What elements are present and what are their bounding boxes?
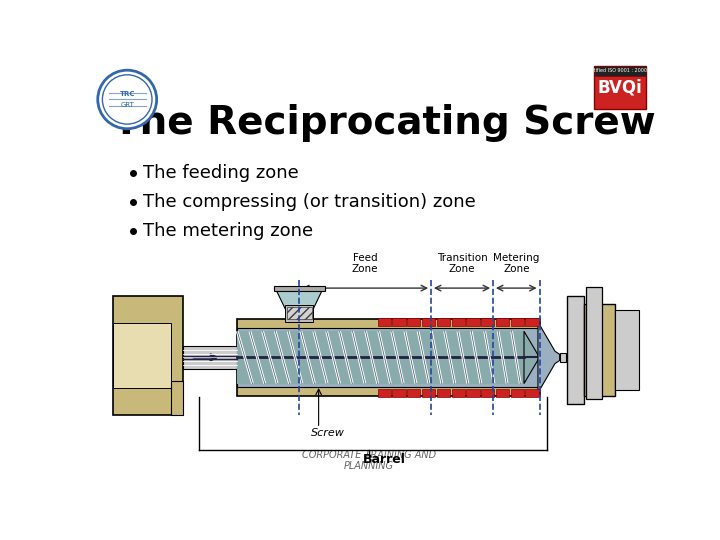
Text: The metering zone: The metering zone (143, 222, 312, 240)
Text: Certified ISO 9001 : 2000 by: Certified ISO 9001 : 2000 by (585, 69, 655, 73)
Bar (171, 381, 183, 415)
Bar (526, 318, 539, 326)
Bar (183, 346, 238, 369)
Bar (594, 66, 647, 76)
Text: The compressing (or transition) zone: The compressing (or transition) zone (143, 193, 475, 211)
Bar (559, 353, 566, 362)
Text: Feed
Zone: Feed Zone (352, 253, 379, 274)
Text: The feeding zone: The feeding zone (143, 164, 299, 181)
Bar (422, 389, 435, 397)
Bar (377, 318, 391, 326)
Text: Barrel: Barrel (363, 453, 406, 467)
Bar (467, 389, 480, 397)
Text: Metering
Zone: Metering Zone (493, 253, 539, 274)
Bar (510, 389, 524, 397)
Bar (285, 305, 313, 322)
Bar (392, 318, 405, 326)
Text: The Reciprocating Screw: The Reciprocating Screw (113, 104, 656, 141)
Text: GRT: GRT (120, 102, 134, 108)
Bar (451, 318, 464, 326)
Bar (437, 318, 450, 326)
Polygon shape (524, 331, 539, 383)
Polygon shape (276, 289, 323, 322)
Bar (567, 296, 585, 403)
Bar (238, 319, 539, 396)
Text: TRC: TRC (120, 91, 135, 97)
Bar (407, 389, 420, 397)
Circle shape (98, 70, 157, 129)
Bar (392, 389, 405, 397)
Bar (510, 318, 524, 326)
Bar (113, 296, 183, 415)
Bar (496, 318, 509, 326)
Bar (526, 389, 539, 397)
Bar (377, 389, 391, 397)
Bar (616, 309, 639, 390)
Text: BVQi: BVQi (598, 79, 642, 97)
Bar (594, 66, 647, 109)
Bar (113, 323, 171, 388)
Bar (422, 318, 435, 326)
Bar (238, 331, 524, 383)
Bar (586, 287, 601, 399)
Text: Transition
Zone: Transition Zone (436, 253, 487, 274)
Bar (467, 318, 480, 326)
Bar (287, 307, 312, 319)
Bar (585, 303, 616, 396)
Text: CORPORATE TRAINING AND
PLANNING: CORPORATE TRAINING AND PLANNING (302, 450, 436, 471)
Text: Screw: Screw (311, 428, 345, 438)
Bar (407, 318, 420, 326)
Bar (496, 389, 509, 397)
Bar (481, 389, 495, 397)
Bar (238, 328, 539, 387)
Bar (437, 389, 450, 397)
Polygon shape (538, 322, 559, 393)
Bar (274, 286, 325, 291)
Bar (451, 389, 464, 397)
Circle shape (102, 75, 152, 124)
Bar (481, 318, 495, 326)
